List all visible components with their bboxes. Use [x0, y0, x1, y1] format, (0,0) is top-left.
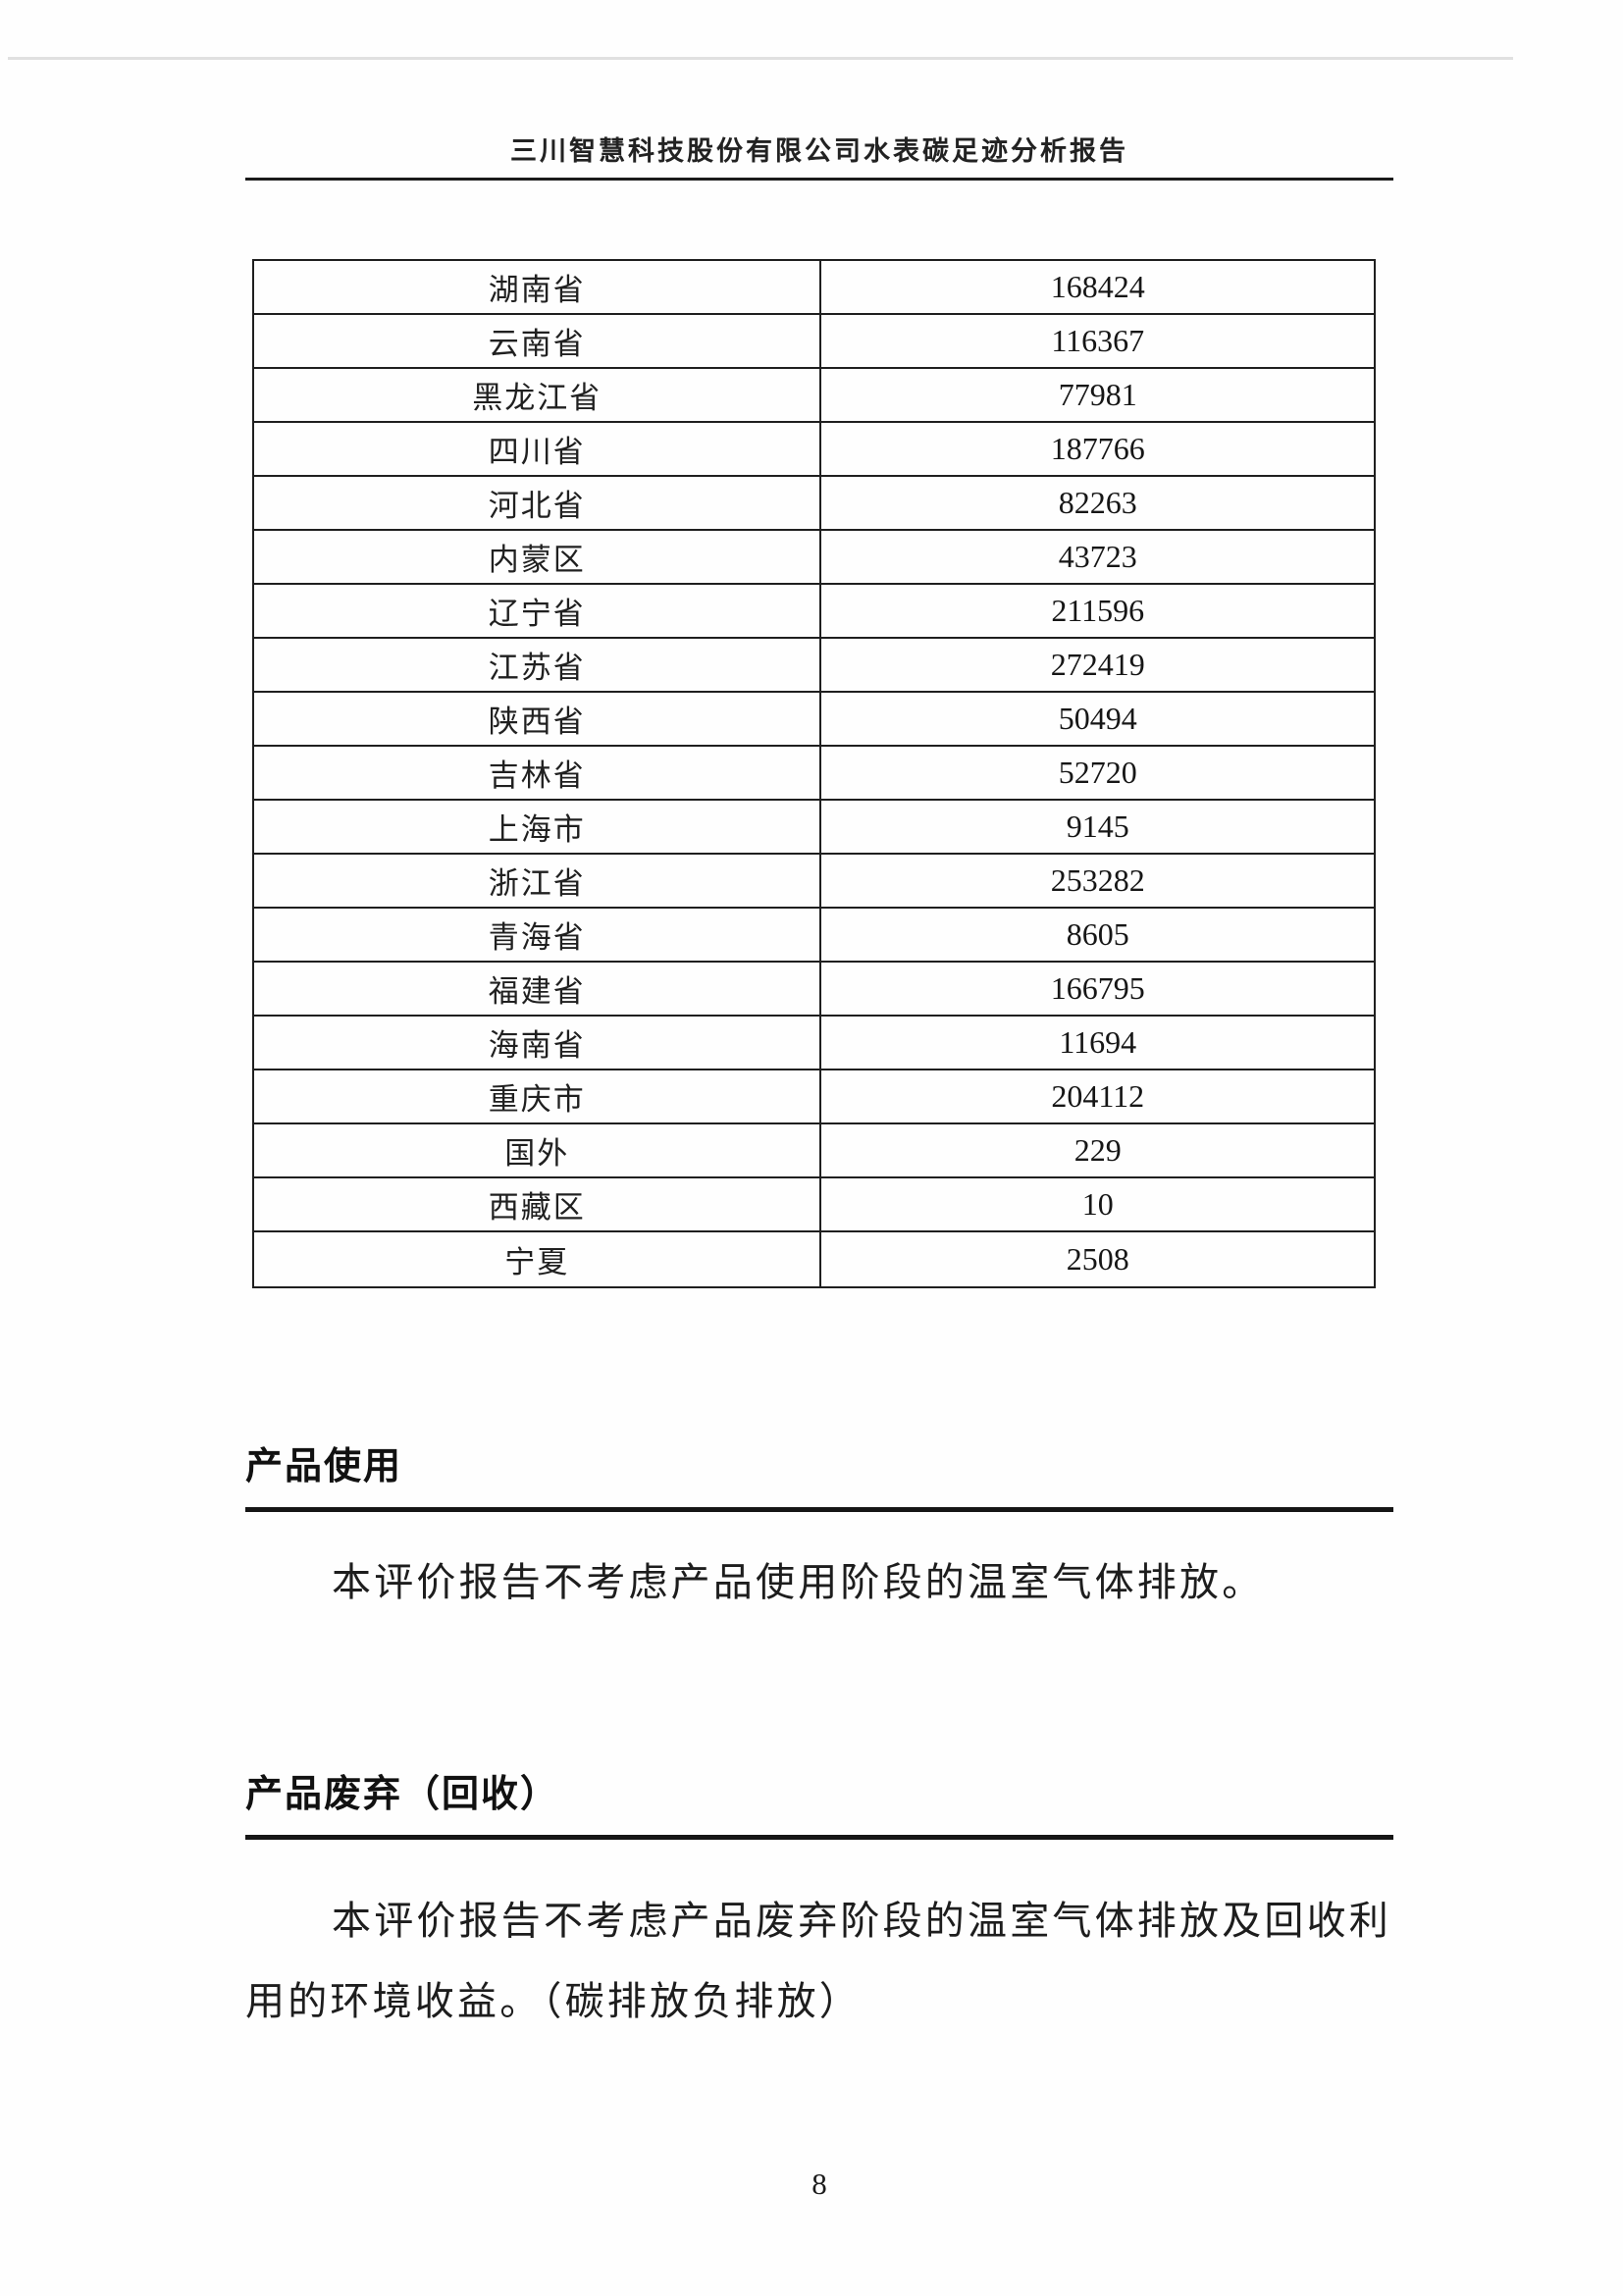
- table-row: 福建省 166795: [254, 963, 1374, 1017]
- region-cell: 西藏区: [254, 1178, 822, 1230]
- value-cell: 8605: [1066, 916, 1129, 952]
- region-cell: 重庆市: [254, 1070, 822, 1122]
- value-cell: 272419: [1050, 647, 1145, 682]
- table-row: 黑龙江省 77981: [254, 369, 1374, 423]
- table-row: 海南省 11694: [254, 1017, 1374, 1070]
- running-header-title: 三川智慧科技股份有限公司水表碳足迹分析报告: [510, 136, 1128, 166]
- value-cell: 9145: [1066, 809, 1129, 844]
- region-cell: 浙江省: [254, 855, 822, 907]
- region-cell: 福建省: [254, 963, 822, 1015]
- region-cell: 黑龙江省: [254, 369, 822, 421]
- region-cell: 海南省: [254, 1017, 822, 1069]
- paragraph-product-use: 本评价报告不考虑产品使用阶段的温室气体排放。: [332, 1560, 1265, 1604]
- value-cell: 168424: [1050, 269, 1145, 304]
- value-cell: 253282: [1050, 862, 1145, 898]
- table-row: 西藏区 10: [254, 1178, 1374, 1232]
- region-cell: 辽宁省: [254, 585, 822, 637]
- table-row: 吉林省 52720: [254, 747, 1374, 801]
- region-cell: 国外: [254, 1124, 822, 1176]
- value-cell: 11694: [1059, 1024, 1137, 1060]
- table-row: 陕西省 50494: [254, 693, 1374, 747]
- value-cell: 229: [1073, 1132, 1122, 1168]
- value-cell: 211596: [1051, 593, 1145, 628]
- table-row: 宁夏 2508: [254, 1232, 1374, 1286]
- section-product-use: 产品使用 本评价报告不考虑产品使用阶段的温室气体排放。: [245, 1435, 1393, 1608]
- value-cell: 52720: [1058, 755, 1137, 790]
- value-cell: 166795: [1050, 970, 1145, 1006]
- section-product-disposal: 产品废弃（回收） 本评价报告不考虑产品废弃阶段的温室气体排放及回收利用的环境收益…: [245, 1763, 1393, 2042]
- table-row: 重庆市 204112: [254, 1070, 1374, 1124]
- region-cell: 江苏省: [254, 639, 822, 691]
- region-cell: 河北省: [254, 477, 822, 529]
- section-heading-product-use: 产品使用: [245, 1446, 403, 1487]
- region-cell: 云南省: [254, 315, 822, 367]
- region-cell: 吉林省: [254, 747, 822, 799]
- region-cell: 青海省: [254, 909, 822, 961]
- table-row: 青海省 8605: [254, 909, 1374, 963]
- table-row: 浙江省 253282: [254, 855, 1374, 909]
- table-row: 内蒙区 43723: [254, 531, 1374, 585]
- region-cell: 四川省: [254, 423, 822, 475]
- region-table: 湖南省 168424 云南省 116367 黑龙江省 77981 四川省 187766 河北省 8…: [252, 259, 1376, 1288]
- section-rule: [245, 1835, 1393, 1840]
- page-content: 三川智慧科技股份有限公司水表碳足迹分析报告 湖南省 168424 云南省 116367…: [245, 0, 1393, 2042]
- value-cell: 2508: [1066, 1241, 1129, 1277]
- value-cell: 187766: [1050, 431, 1145, 466]
- scan-artifact-line: [8, 57, 1513, 60]
- page-number: 8: [812, 2166, 827, 2201]
- table-row: 河北省 82263: [254, 477, 1374, 531]
- value-cell: 50494: [1058, 701, 1137, 736]
- table-row: 湖南省 168424: [254, 261, 1374, 315]
- value-cell: 204112: [1051, 1078, 1145, 1114]
- table-row: 云南省 116367: [254, 315, 1374, 369]
- region-cell: 宁夏: [254, 1232, 822, 1286]
- region-cell: 内蒙区: [254, 531, 822, 583]
- value-cell: 10: [1081, 1186, 1114, 1222]
- value-cell: 116367: [1051, 323, 1145, 358]
- section-rule: [245, 1507, 1393, 1512]
- table-row: 国外 229: [254, 1124, 1374, 1178]
- header-divider: [245, 178, 1393, 181]
- region-cell: 陕西省: [254, 693, 822, 745]
- table-row: 辽宁省 211596: [254, 585, 1374, 639]
- region-cell: 上海市: [254, 801, 822, 853]
- value-cell: 43723: [1058, 539, 1137, 574]
- table-row: 上海市 9145: [254, 801, 1374, 855]
- region-cell: 湖南省: [254, 261, 822, 313]
- paragraph-product-disposal: 本评价报告不考虑产品废弃阶段的温室气体排放及回收利用的环境收益。（碳排放负排放）: [245, 1899, 1391, 2023]
- table-row: 江苏省 272419: [254, 639, 1374, 693]
- value-cell: 77981: [1058, 377, 1137, 412]
- value-cell: 82263: [1058, 485, 1137, 520]
- table-row: 四川省 187766: [254, 423, 1374, 477]
- section-heading-product-disposal: 产品废弃（回收）: [245, 1774, 560, 1815]
